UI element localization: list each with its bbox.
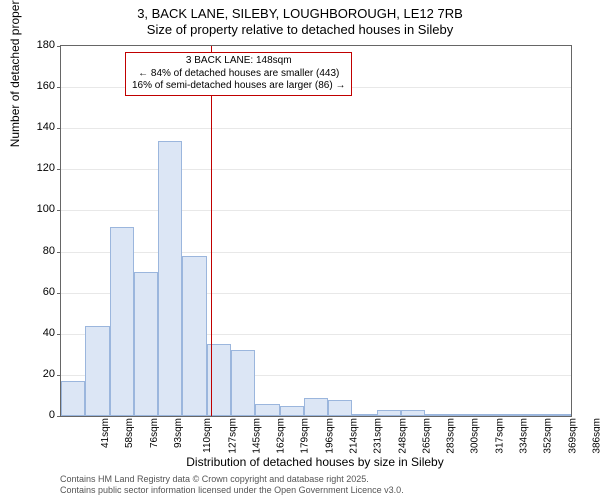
x-tick-label: 127sqm	[227, 418, 238, 454]
y-tick-label: 100	[25, 203, 55, 215]
x-tick-label: 334sqm	[519, 418, 530, 454]
y-tick-label: 180	[25, 39, 55, 51]
histogram-bar	[377, 410, 401, 416]
chart-title-line2: Size of property relative to detached ho…	[0, 22, 600, 37]
x-tick-label: 58sqm	[124, 418, 135, 448]
y-tick-mark	[57, 375, 61, 376]
x-tick-label: 145sqm	[251, 418, 262, 454]
y-tick-label: 0	[25, 409, 55, 421]
histogram-bar	[304, 398, 328, 417]
y-tick-label: 160	[25, 80, 55, 92]
chart-title-line1: 3, BACK LANE, SILEBY, LOUGHBOROUGH, LE12…	[0, 6, 600, 21]
histogram-bar	[255, 404, 279, 416]
y-tick-label: 20	[25, 368, 55, 380]
y-tick-label: 40	[25, 327, 55, 339]
histogram-bar	[134, 272, 158, 416]
x-tick-label: 283sqm	[446, 418, 457, 454]
histogram-bar	[450, 414, 474, 416]
histogram-bar	[498, 414, 522, 416]
gridline	[61, 128, 571, 129]
plot-area: 3 BACK LANE: 148sqm← 84% of detached hou…	[60, 45, 572, 417]
y-tick-label: 120	[25, 162, 55, 174]
y-tick-label: 60	[25, 286, 55, 298]
histogram-bar	[182, 256, 206, 416]
x-tick-label: 386sqm	[591, 418, 600, 454]
x-axis-label: Distribution of detached houses by size …	[60, 455, 570, 469]
x-tick-label: 214sqm	[349, 418, 360, 454]
y-tick-mark	[57, 46, 61, 47]
histogram-bar	[547, 414, 571, 416]
y-tick-mark	[57, 293, 61, 294]
x-tick-label: 231sqm	[373, 418, 384, 454]
x-tick-label: 369sqm	[567, 418, 578, 454]
x-tick-label: 265sqm	[421, 418, 432, 454]
y-axis-label: Number of detached properties	[8, 0, 22, 147]
annotation-line2: ← 84% of detached houses are smaller (44…	[132, 68, 345, 81]
histogram-bar	[280, 406, 304, 416]
histogram-bar	[425, 414, 449, 416]
x-tick-label: 41sqm	[100, 418, 111, 448]
x-tick-label: 76sqm	[149, 418, 160, 448]
x-tick-label: 300sqm	[470, 418, 481, 454]
x-tick-label: 248sqm	[397, 418, 408, 454]
histogram-bar	[401, 410, 425, 416]
x-tick-label: 196sqm	[324, 418, 335, 454]
annotation-box: 3 BACK LANE: 148sqm← 84% of detached hou…	[125, 52, 352, 96]
x-tick-label: 179sqm	[300, 418, 311, 454]
y-tick-label: 80	[25, 245, 55, 257]
gridline	[61, 210, 571, 211]
x-tick-label: 93sqm	[173, 418, 184, 448]
y-tick-label: 140	[25, 121, 55, 133]
histogram-bar	[328, 400, 352, 416]
annotation-line3: 16% of semi-detached houses are larger (…	[132, 80, 345, 93]
histogram-bar	[231, 350, 255, 416]
histogram-bar	[352, 414, 376, 416]
histogram-bar	[85, 326, 109, 416]
reference-line	[211, 46, 212, 416]
x-tick-label: 352sqm	[543, 418, 554, 454]
gridline	[61, 252, 571, 253]
histogram-bar	[522, 414, 546, 416]
y-tick-mark	[57, 210, 61, 211]
y-tick-mark	[57, 169, 61, 170]
y-tick-mark	[57, 416, 61, 417]
histogram-bar	[61, 381, 85, 416]
annotation-line1: 3 BACK LANE: 148sqm	[132, 55, 345, 68]
x-tick-label: 317sqm	[494, 418, 505, 454]
x-tick-label: 110sqm	[202, 418, 213, 453]
x-tick-label: 162sqm	[276, 418, 287, 454]
histogram-bar	[474, 414, 498, 416]
footer-line1: Contains HM Land Registry data © Crown c…	[60, 474, 404, 485]
histogram-bar	[110, 227, 134, 416]
y-tick-mark	[57, 87, 61, 88]
footer-attribution: Contains HM Land Registry data © Crown c…	[60, 474, 404, 496]
y-tick-mark	[57, 128, 61, 129]
gridline	[61, 169, 571, 170]
footer-line2: Contains public sector information licen…	[60, 485, 404, 496]
histogram-bar	[158, 141, 182, 416]
chart-container: 3, BACK LANE, SILEBY, LOUGHBOROUGH, LE12…	[0, 0, 600, 500]
y-tick-mark	[57, 334, 61, 335]
y-tick-mark	[57, 252, 61, 253]
